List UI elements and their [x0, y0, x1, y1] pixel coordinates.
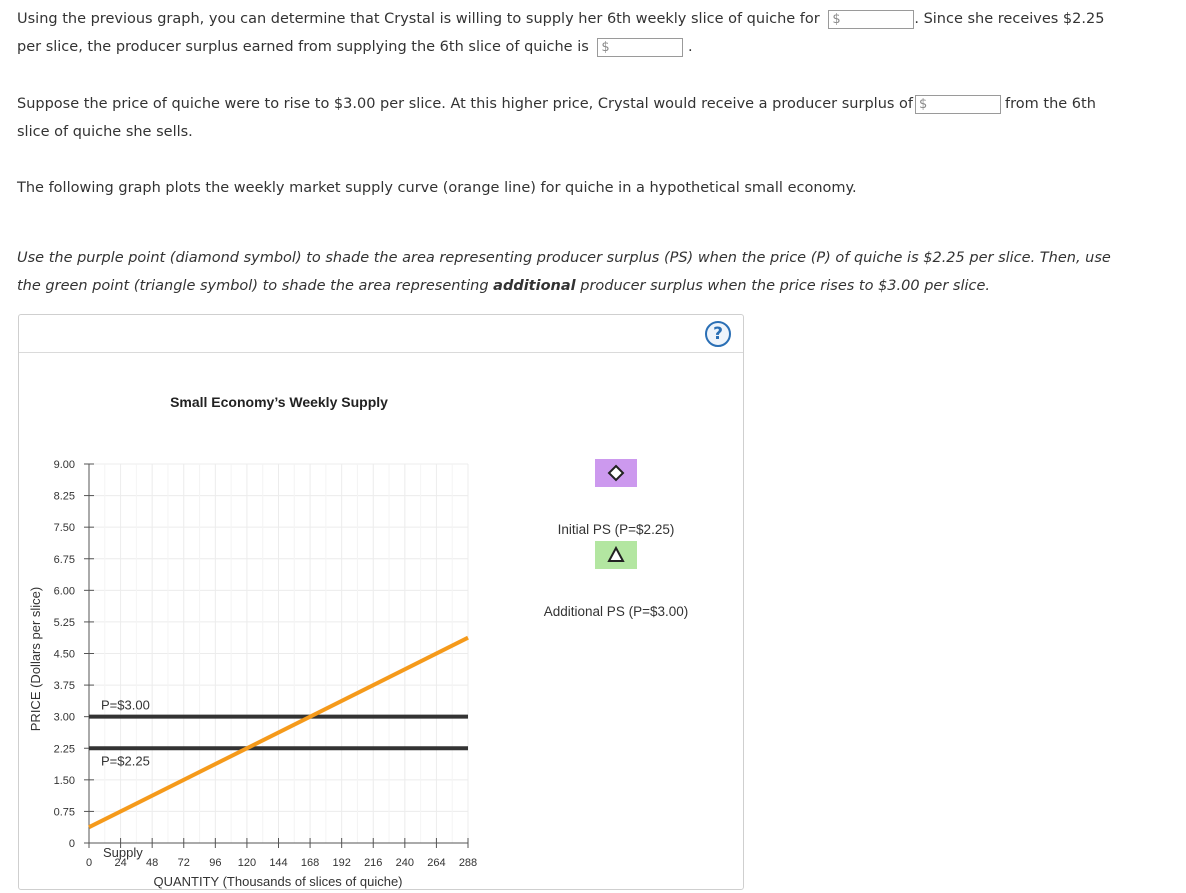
- y-tick-label: 0: [69, 838, 75, 850]
- y-tick-label: 6.00: [54, 585, 75, 597]
- x-tick-label: 120: [238, 857, 256, 869]
- y-tick-label: 7.50: [54, 522, 75, 534]
- instruction-line-1: Use the purple point (diamond symbol) to…: [17, 250, 1111, 266]
- chart-title: Small Economy’s Weekly Supply: [170, 394, 388, 410]
- y-tick-label: 3.75: [54, 680, 75, 692]
- p1-text-c: per slice, the producer surplus earned f…: [17, 39, 589, 55]
- x-tick-label: 216: [364, 857, 382, 869]
- x-tick-label: 240: [396, 857, 414, 869]
- help-icon[interactable]: ?: [705, 321, 731, 347]
- y-tick-label: 4.50: [54, 649, 75, 661]
- p2-text-a: Suppose the price of quiche were to rise…: [17, 96, 914, 112]
- dollar-sign: $: [832, 11, 841, 27]
- y-tick-label: 1.50: [54, 775, 75, 787]
- x-axis-title: QUANTITY (Thousands of slices of quiche): [153, 874, 402, 889]
- question-paragraph-1-line-2: per slice, the producer surplus earned f…: [17, 33, 693, 62]
- axis-layer: 0 0.75 1.50 2.25 3.00 3.75 4.50 5.25 6.00 6.75 7.5…: [54, 459, 478, 869]
- x-tick-label: 72: [178, 857, 190, 869]
- x-tick-label: 48: [146, 857, 158, 869]
- ps-300-input[interactable]: $: [915, 94, 1002, 119]
- grid-layer: [88, 463, 469, 844]
- series-layer: [88, 635, 469, 829]
- x-tick-label: 144: [269, 857, 287, 869]
- ps-300-field[interactable]: [916, 101, 1001, 119]
- initial-ps-tool[interactable]: [595, 459, 637, 487]
- graph-panel: ? 0 0.75 1.50 2.25 3.00 3.75 4.50 5.25 6.00 6.75 7…: [18, 314, 744, 890]
- p2-text-c: slice of quiche she sells.: [17, 124, 193, 140]
- panel-header: ?: [19, 315, 743, 353]
- additional-ps-tool[interactable]: [595, 541, 637, 569]
- p1-text-a: Using the previous graph, you can determ…: [17, 11, 820, 27]
- dollar-sign: $: [919, 96, 928, 112]
- instruction-text-b: producer surplus when the price rises to…: [575, 278, 991, 294]
- ps-225-input[interactable]: $: [597, 37, 684, 62]
- label-layer: P=$3.00 P=$2.25 Supply: [101, 698, 150, 861]
- dollar-sign: $: [601, 39, 610, 55]
- x-tick-label: 96: [209, 857, 221, 869]
- y-tick-label: 6.75: [54, 554, 75, 566]
- triangle-icon[interactable]: [607, 545, 625, 562]
- p1-text-d: .: [688, 39, 693, 55]
- p2-text-b: from the 6th: [1005, 96, 1096, 112]
- y-tick-label: 9.00: [54, 459, 75, 471]
- x-tick-label: 24: [114, 857, 126, 869]
- initial-ps-label: Initial PS (P=$2.25): [558, 522, 675, 537]
- y-tick-label: 5.25: [54, 617, 75, 629]
- willing-price-input[interactable]: $: [828, 9, 915, 34]
- instruction-bold-word: additional: [493, 278, 576, 294]
- x-tick-label: 192: [332, 857, 350, 869]
- additional-ps-label: Additional PS (P=$3.00): [544, 604, 688, 619]
- x-tick-label: 264: [427, 857, 445, 869]
- instruction-text-a: the green point (triangle symbol) to sha…: [17, 278, 494, 294]
- price-line-label: P=$2.25: [101, 753, 150, 768]
- y-tick-label: 3.00: [54, 712, 75, 724]
- x-tick-label: 288: [459, 857, 477, 869]
- price-line-label: P=$3.00: [101, 698, 150, 713]
- question-paragraph-2: Suppose the price of quiche were to rise…: [17, 90, 1096, 119]
- ps-225-field[interactable]: [598, 44, 683, 62]
- question-paragraph-1: Using the previous graph, you can determ…: [17, 5, 1105, 34]
- y-tick-label: 2.25: [54, 743, 75, 755]
- y-axis-title: PRICE (Dollars per slice): [28, 587, 43, 731]
- y-tick-label: 8.25: [54, 491, 75, 503]
- x-tick-label: 168: [301, 857, 319, 869]
- question-paragraph-3: The following graph plots the weekly mar…: [17, 180, 857, 196]
- question-paragraph-2-line-2: slice of quiche she sells.: [17, 118, 193, 146]
- supply-curve[interactable]: [88, 635, 469, 829]
- willing-price-field[interactable]: [829, 16, 914, 34]
- x-tick-label: 0: [86, 857, 92, 869]
- supply-chart[interactable]: 0 0.75 1.50 2.25 3.00 3.75 4.50 5.25 6.00 6.75 7.5…: [19, 353, 743, 890]
- diamond-icon[interactable]: [607, 464, 625, 482]
- p1-text-b: . Since she receives $2.25: [914, 11, 1105, 27]
- y-tick-label: 0.75: [54, 806, 75, 818]
- instruction-line-2: the green point (triangle symbol) to sha…: [17, 272, 990, 300]
- supply-curve-label: Supply: [103, 845, 143, 860]
